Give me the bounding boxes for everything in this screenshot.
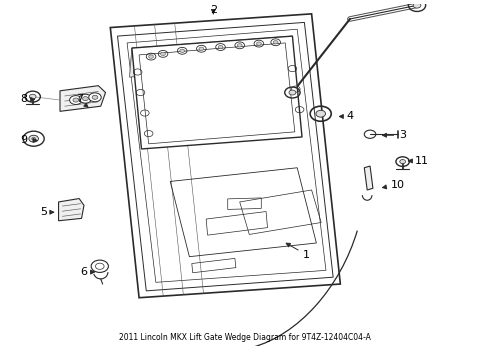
Text: 10: 10 [382, 180, 404, 190]
Polygon shape [132, 36, 302, 149]
Polygon shape [364, 166, 372, 190]
Text: 3: 3 [382, 130, 406, 140]
Circle shape [315, 110, 325, 117]
Circle shape [218, 45, 223, 49]
Circle shape [69, 96, 82, 104]
Polygon shape [60, 86, 105, 111]
Polygon shape [110, 14, 340, 298]
Circle shape [273, 41, 278, 44]
Circle shape [399, 159, 405, 164]
Circle shape [256, 42, 261, 45]
Circle shape [29, 135, 39, 142]
Circle shape [160, 52, 165, 55]
Circle shape [82, 96, 88, 101]
Text: 5: 5 [40, 207, 54, 217]
Text: 7: 7 [76, 94, 88, 107]
Circle shape [148, 55, 153, 58]
Text: 8: 8 [20, 94, 35, 104]
Text: 9: 9 [20, 135, 37, 145]
Polygon shape [129, 36, 292, 77]
Polygon shape [59, 199, 84, 221]
Circle shape [32, 137, 36, 140]
Circle shape [92, 95, 98, 99]
Text: 11: 11 [407, 156, 428, 166]
Circle shape [180, 49, 184, 53]
Circle shape [412, 3, 420, 8]
Circle shape [199, 47, 203, 50]
Text: 2011 Lincoln MKX Lift Gate Wedge Diagram for 9T4Z-12404C04-A: 2011 Lincoln MKX Lift Gate Wedge Diagram… [118, 333, 370, 342]
Text: 1: 1 [285, 243, 310, 260]
Circle shape [73, 98, 79, 102]
Text: 2: 2 [209, 5, 217, 15]
Text: 4: 4 [339, 112, 353, 121]
Circle shape [79, 94, 91, 103]
Circle shape [288, 90, 295, 95]
Circle shape [89, 93, 101, 102]
Text: 6: 6 [81, 267, 94, 277]
Circle shape [95, 263, 104, 269]
Circle shape [29, 94, 36, 99]
Circle shape [237, 44, 242, 47]
